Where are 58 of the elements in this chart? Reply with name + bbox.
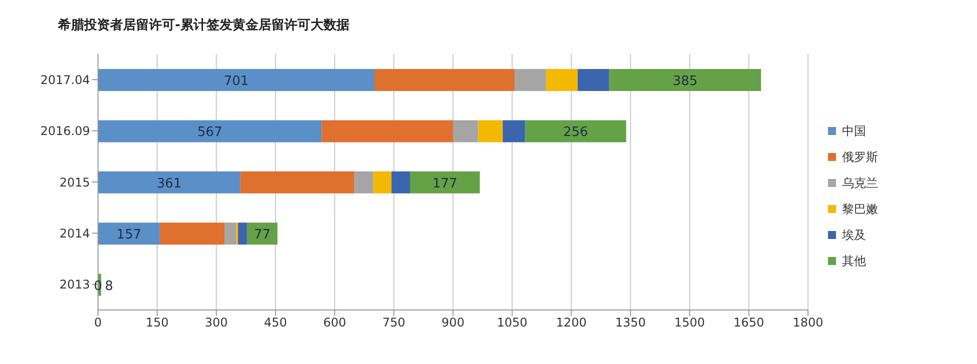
bar	[224, 222, 236, 245]
x-tick-label: 750	[382, 316, 406, 330]
x-tick-label: 300	[204, 316, 228, 330]
bar	[546, 69, 578, 91]
x-tick-label: 1050	[496, 316, 528, 330]
y-tick-label: 2015	[59, 175, 90, 190]
data-label: 567	[197, 125, 222, 140]
bar	[502, 120, 526, 142]
data-label: 8	[104, 278, 114, 294]
legend-label: 乌克兰	[841, 175, 878, 192]
x-tick-label: 1500	[674, 316, 705, 330]
legend-label: 黎巴嫩	[841, 201, 878, 218]
x-tick-label: 1350	[615, 316, 646, 330]
x-tick-label: 0	[94, 316, 102, 330]
x-tick-label: 1650	[734, 316, 764, 330]
bar	[453, 120, 478, 142]
x-tick-label: 600	[323, 316, 346, 330]
data-label: 361	[156, 176, 182, 192]
bar	[238, 222, 248, 245]
bar	[525, 120, 626, 142]
x-tick-label: 1800	[792, 316, 824, 330]
y-tick-label: 2017.04	[40, 72, 90, 87]
bar	[98, 171, 240, 194]
bar	[478, 120, 503, 142]
bar	[98, 69, 375, 91]
bar	[98, 222, 160, 245]
bar	[578, 69, 610, 91]
bar	[374, 69, 515, 91]
chart-title: 希腊投资者居留许可-累计签发黄金居留许可大数据	[56, 17, 350, 35]
data-label: 0	[94, 278, 102, 294]
bar	[98, 120, 322, 142]
data-label: 256	[563, 125, 588, 140]
bar	[373, 171, 392, 194]
y-tick-label: 2014	[59, 226, 90, 240]
y-tick-label: 2013	[59, 278, 90, 292]
x-tick-label: 150	[146, 316, 169, 330]
legend-label: 中国	[841, 123, 867, 140]
bar	[609, 69, 762, 91]
data-label: 177	[432, 176, 458, 192]
legend-label: 埃及	[841, 227, 867, 244]
bar	[354, 171, 374, 194]
y-tick-label: 2016.09	[40, 124, 90, 138]
bar	[410, 171, 480, 194]
data-label: 701	[224, 74, 249, 89]
x-tick-label: 450	[264, 316, 287, 330]
bar	[160, 222, 225, 245]
bar	[391, 171, 410, 194]
legend-label: 其他	[841, 253, 867, 270]
data-label: 77	[254, 228, 271, 243]
data-label: 385	[672, 74, 698, 89]
bar	[247, 222, 278, 245]
bar	[322, 120, 453, 142]
x-tick-label: 900	[442, 316, 464, 330]
x-tick-label: 1200	[556, 316, 587, 330]
legend-label: 俄罗斯	[841, 149, 878, 166]
data-label: 157	[116, 228, 142, 243]
bar	[514, 69, 546, 91]
bar	[240, 171, 354, 194]
